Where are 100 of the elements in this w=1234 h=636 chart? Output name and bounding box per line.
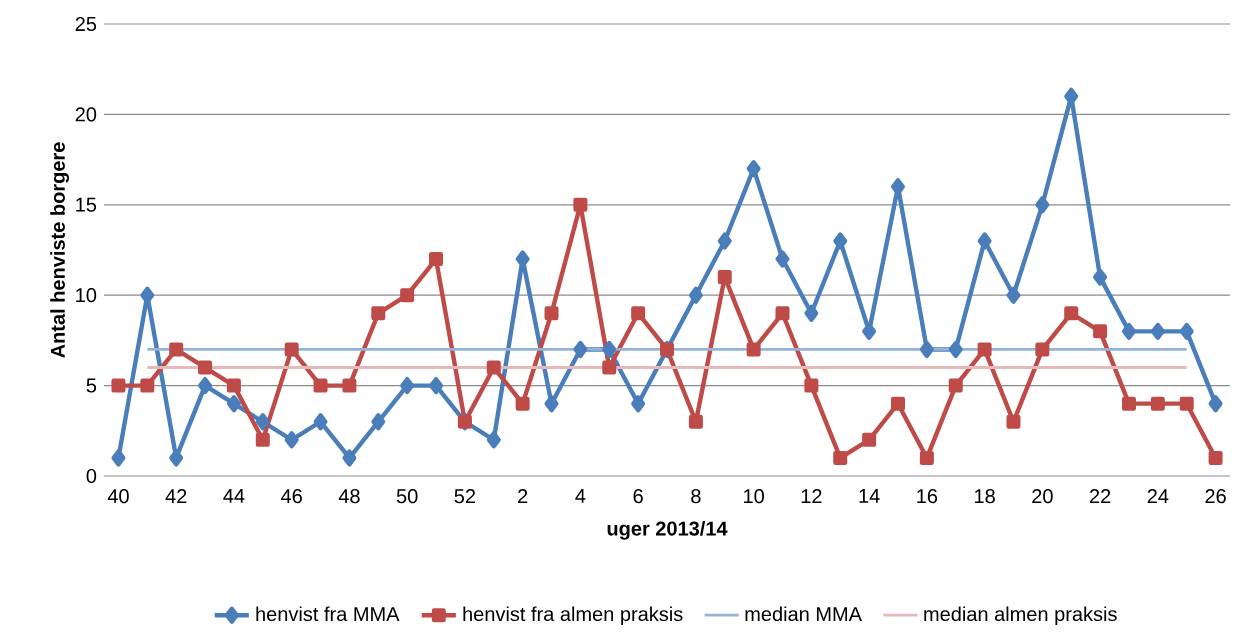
legend-label: henvist fra MMA: [256, 606, 400, 622]
x-tick-label: 52: [454, 489, 476, 504]
y-tick-label: 10: [76, 288, 97, 303]
point: [1150, 396, 1165, 411]
point: [890, 396, 905, 411]
point: [948, 340, 963, 359]
legend-label: median MMA: [745, 606, 862, 622]
y-tick-label: 15: [76, 197, 97, 212]
point: [1179, 396, 1194, 411]
point: [371, 413, 386, 431]
point: [1179, 322, 1194, 340]
x-tick-label: 20: [1032, 489, 1053, 504]
x-tick-label: 10: [744, 489, 764, 504]
point: [1208, 395, 1223, 413]
point: [717, 270, 732, 285]
x-tick-label: 24: [1147, 489, 1169, 504]
point: [198, 360, 213, 375]
x-tick-label: 8: [691, 489, 701, 504]
x-tick-label: 22: [1089, 489, 1111, 504]
x-axis-title: uger 2013/14: [607, 520, 728, 540]
point: [775, 250, 790, 268]
point: [1064, 306, 1079, 321]
point: [977, 342, 992, 357]
point: [833, 450, 848, 465]
point: [1093, 268, 1108, 286]
point: [169, 342, 184, 357]
point: [1035, 342, 1050, 357]
x-tick-label: 44: [223, 489, 245, 503]
point: [169, 449, 184, 467]
point: [1208, 450, 1223, 465]
x-tick-label: 40: [107, 489, 129, 504]
point: [775, 306, 790, 321]
point: [544, 306, 559, 321]
point: [313, 378, 328, 393]
x-tick-label: 16: [917, 489, 938, 504]
point: [400, 288, 415, 303]
point: [804, 378, 819, 393]
point: [515, 250, 530, 268]
point: [631, 306, 646, 321]
point: [284, 342, 299, 357]
point: [977, 232, 992, 250]
point: [429, 252, 444, 267]
point: [1035, 196, 1050, 214]
point: [111, 378, 126, 393]
point: [1006, 414, 1021, 429]
point: [573, 197, 588, 212]
point: [226, 395, 241, 413]
x-tick-label: 50: [396, 489, 418, 504]
y-axis-title: Antal henviste borgere: [50, 142, 69, 358]
point: [1121, 322, 1136, 340]
point: [486, 360, 501, 375]
point: [862, 432, 877, 447]
y-tick-label: 20: [75, 107, 97, 122]
point: [429, 377, 444, 395]
point: [948, 378, 963, 393]
x-tick-label: 46: [281, 489, 302, 504]
legend-label: median almen praksis: [924, 606, 1117, 626]
point: [342, 449, 357, 467]
point: [833, 232, 848, 250]
point: [717, 232, 732, 250]
point: [284, 431, 299, 449]
x-tick-label: 26: [1205, 489, 1226, 504]
point: [688, 286, 703, 304]
point: [602, 360, 617, 375]
x-tick-label: 6: [633, 489, 643, 504]
point: [746, 160, 761, 178]
y-tick-label: 5: [86, 378, 97, 393]
point: [255, 413, 270, 431]
x-tick-label: 42: [165, 489, 187, 504]
y-tick-label: 25: [75, 16, 97, 32]
point: [573, 340, 588, 359]
y-tick-label: 0: [86, 468, 97, 484]
point: [544, 395, 559, 413]
x-tick-label: 4: [575, 489, 586, 503]
point: [1093, 324, 1108, 339]
point: [515, 396, 530, 411]
point: [198, 377, 213, 395]
point: [602, 340, 617, 359]
point: [746, 342, 761, 357]
x-tick-label: 18: [975, 489, 995, 504]
point: [919, 450, 934, 465]
point: [1150, 322, 1165, 340]
point: [1006, 286, 1021, 304]
legend-label: henvist fra almen praksis: [463, 606, 683, 626]
x-tick-label: 48: [338, 489, 360, 504]
point: [371, 306, 386, 321]
point: [140, 378, 155, 393]
point: [400, 377, 415, 395]
point: [111, 449, 126, 467]
x-tick-label: 2: [518, 489, 528, 504]
point: [1064, 87, 1079, 105]
point: [688, 414, 703, 429]
point: [255, 432, 270, 447]
point: [342, 378, 357, 393]
point: [140, 286, 155, 304]
point: [486, 431, 501, 449]
point: [804, 304, 819, 322]
point: [1121, 396, 1136, 411]
point: [919, 340, 934, 359]
x-tick-label: 14: [859, 489, 880, 503]
